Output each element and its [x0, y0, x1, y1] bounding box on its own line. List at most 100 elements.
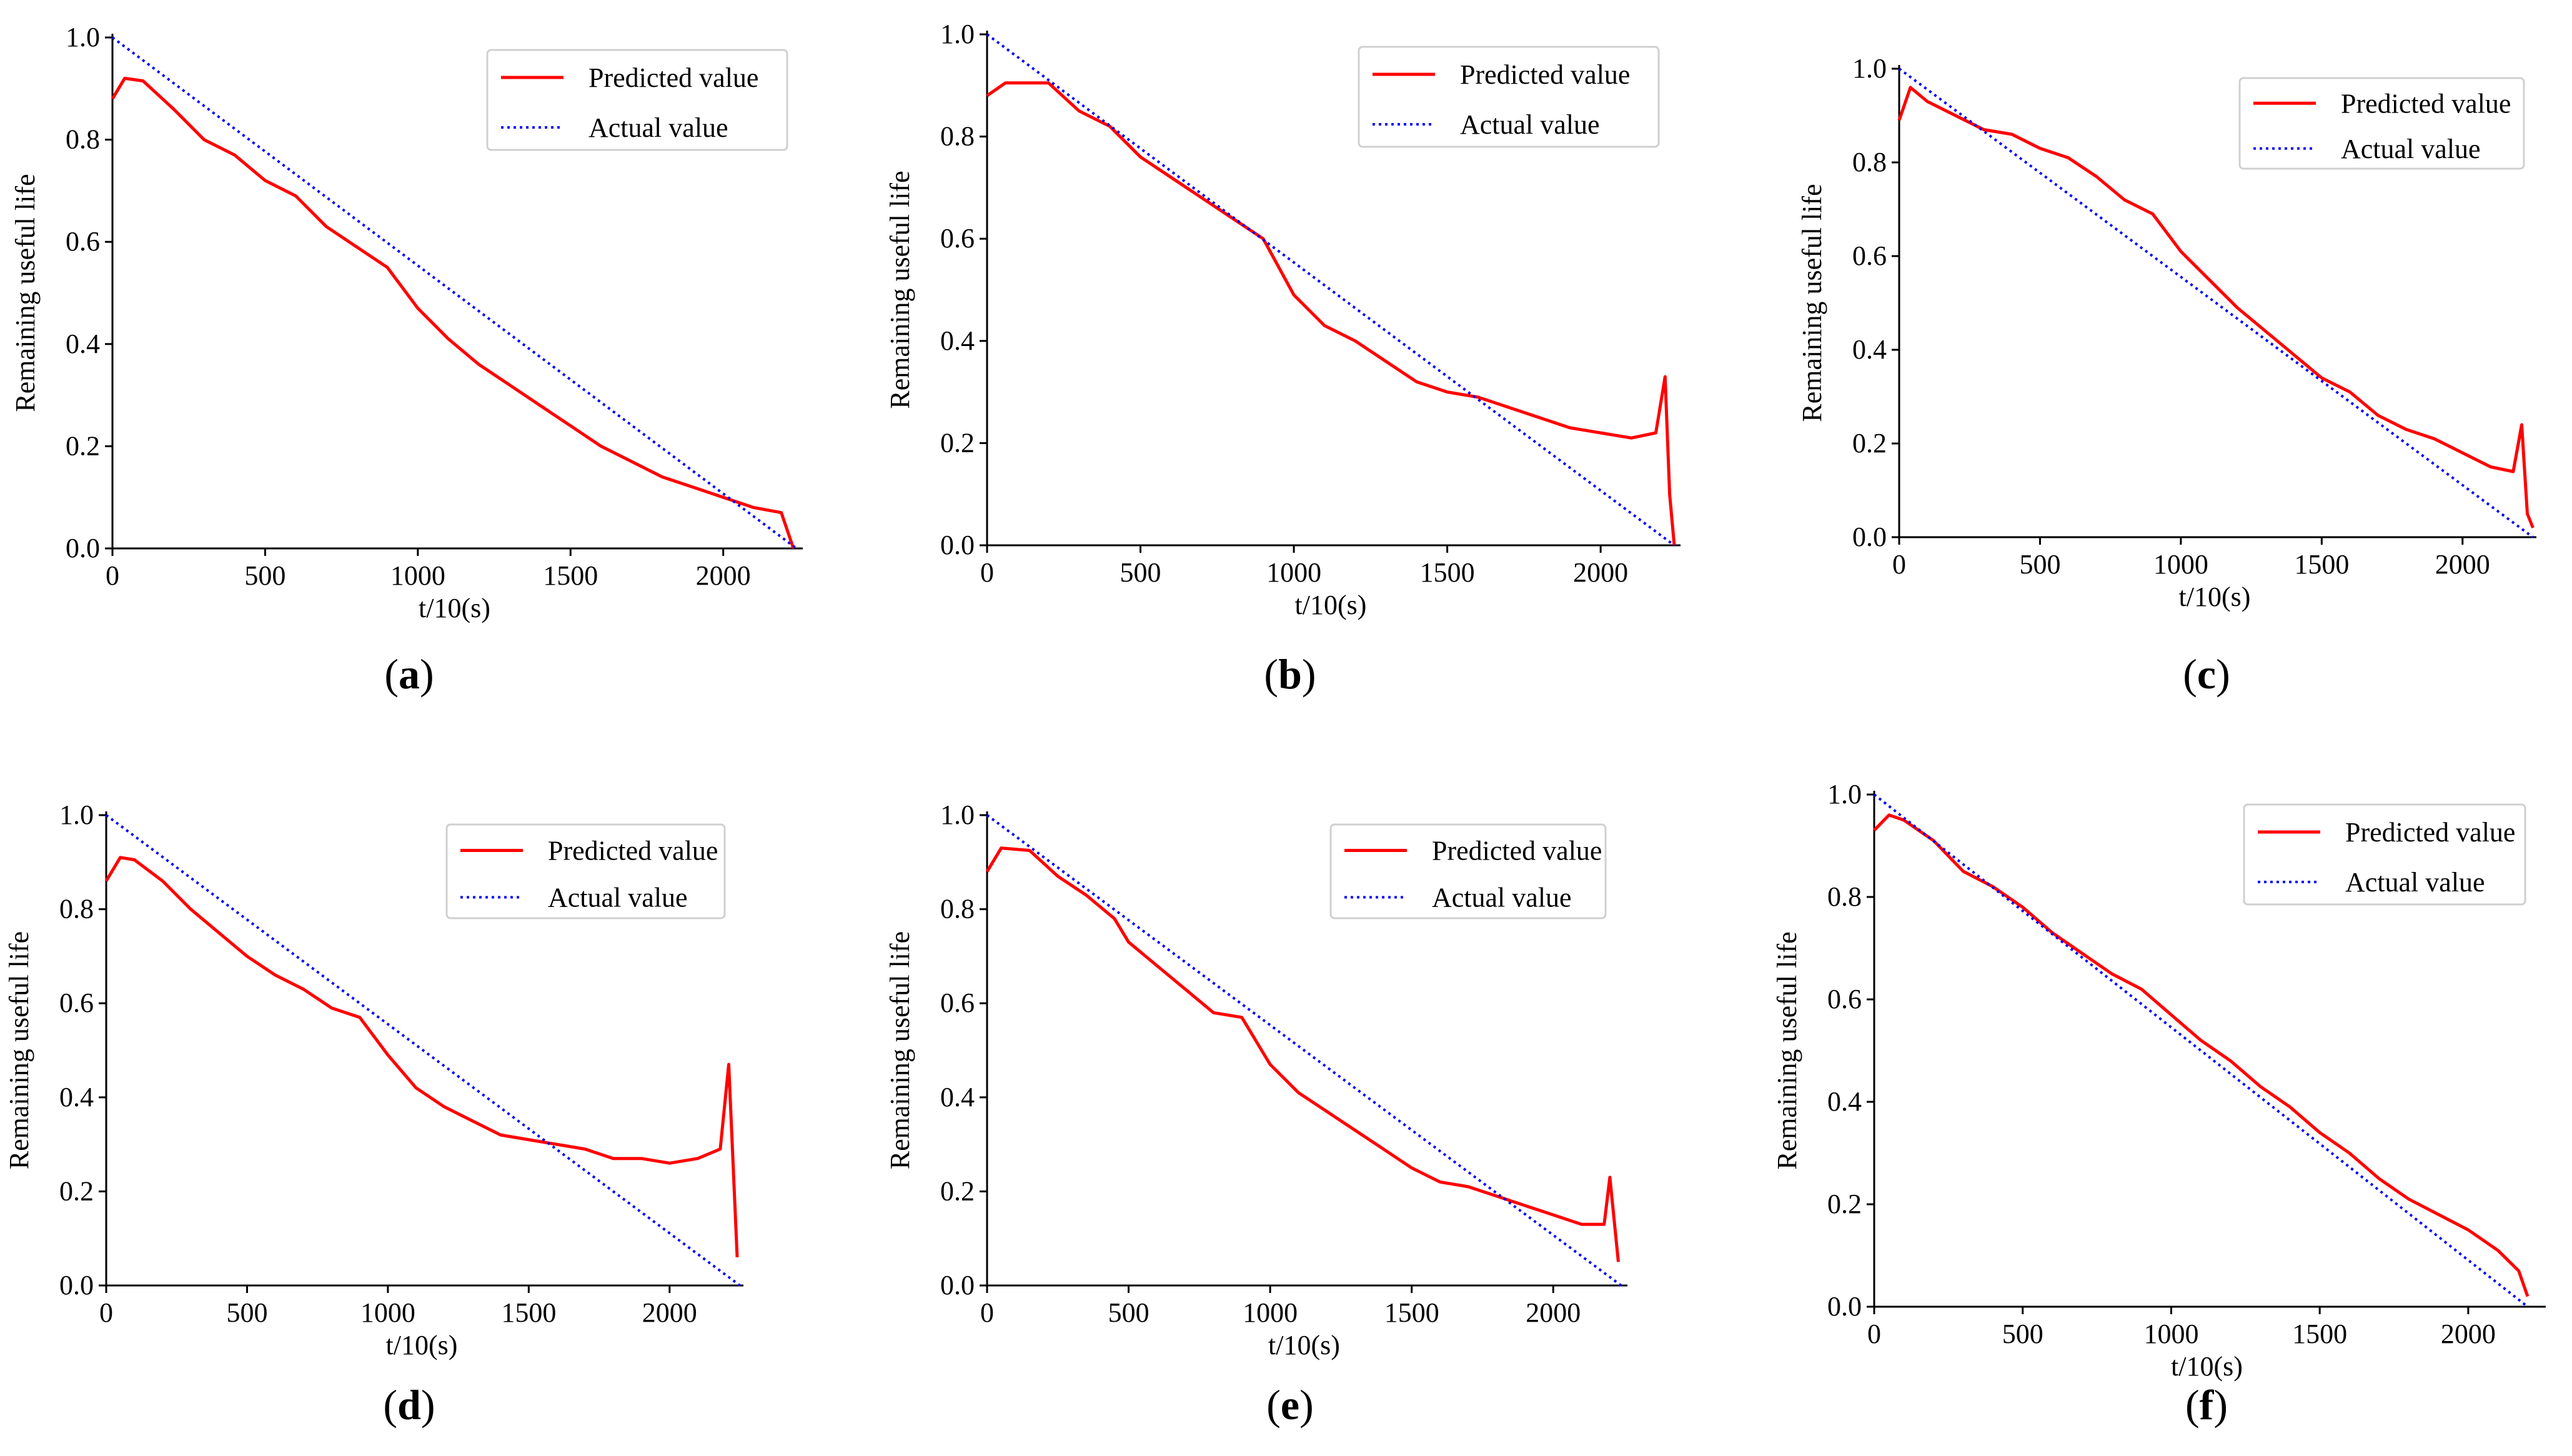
- legend: Predicted value Actual value: [486, 49, 788, 151]
- x-tick-label: 0: [1867, 1319, 1881, 1349]
- x-tick-label: 500: [1108, 1297, 1149, 1328]
- y-tick-label: 1.0: [66, 22, 100, 52]
- predicted-series-line: [1873, 813, 2530, 1297]
- x-axis-label: t/10(s): [2179, 582, 2251, 612]
- x-axis-label: t/10(s): [1268, 1330, 1340, 1360]
- x-tick-label: 2000: [2435, 549, 2490, 580]
- actual-series-line: [986, 33, 1676, 547]
- predicted-series-line: [111, 76, 795, 549]
- y-tick-label: 0.4: [940, 325, 975, 356]
- x-axis-label: t/10(s): [386, 1330, 458, 1360]
- x-tick-label: 500: [2002, 1319, 2043, 1349]
- y-tick-label: 0.4: [59, 1082, 94, 1112]
- actual-series-line: [1898, 67, 2534, 538]
- legend: Predicted value Actual value: [445, 823, 726, 919]
- legend-actual-label: Actual value: [1460, 109, 1600, 140]
- y-tick-label: 0.8: [59, 894, 94, 924]
- x-tick-label: 1000: [360, 1297, 415, 1328]
- chart-e: 0.0 0.2 0.4 0.6 0.8 1.0 0 500 1000 1500 2000 t/10(s…: [885, 800, 1627, 1360]
- y-tick-label: 0.8: [66, 124, 100, 155]
- x-tick-label: 1500: [2292, 1319, 2347, 1349]
- y-tick-label: 0.6: [940, 988, 975, 1018]
- legend-actual-label: Actual value: [2345, 867, 2485, 898]
- legend-actual-label: Actual value: [548, 883, 688, 913]
- y-tick-label: 0.0: [1852, 522, 1887, 552]
- chart-f: 0.0 0.2 0.4 0.6 0.8 1.0 0 500 1000 1500 2000 t/10(s…: [1772, 779, 2546, 1382]
- y-tick-label: 0.0: [66, 533, 100, 563]
- y-tick-label: 0.6: [66, 226, 100, 257]
- y-tick-label: 0.4: [1827, 1086, 1862, 1117]
- y-tick-label: 0.2: [66, 430, 100, 461]
- x-tick-label: 1500: [2294, 549, 2349, 580]
- x-tick-label: 1500: [1420, 557, 1475, 588]
- predicted-series-line: [986, 81, 1676, 546]
- chart-d: 0.0 0.2 0.4 0.6 0.8 1.0 0 500 1000 1500 2000 t/10(s…: [4, 800, 743, 1360]
- y-tick-label: 1.0: [1852, 53, 1887, 84]
- legend: Predicted value Actual value: [1329, 823, 1607, 919]
- x-tick-label: 1000: [1266, 557, 1321, 588]
- y-tick-label: 1.0: [1827, 779, 1862, 810]
- y-tick-label: 0.8: [940, 121, 975, 152]
- legend-predicted-label: Predicted value: [588, 62, 758, 93]
- chart-b: 0.0 0.2 0.4 0.6 0.8 1.0 0 500 1000 1500 2000 t/10(s…: [885, 19, 1681, 620]
- y-tick-label: 1.0: [940, 19, 975, 49]
- legend: Predicted value Actual value: [1358, 46, 1660, 148]
- legend-predicted-label: Predicted value: [2345, 817, 2515, 848]
- y-tick-label: 0.2: [59, 1176, 94, 1206]
- x-tick-label: 1500: [543, 560, 598, 591]
- panel-label-c: (c): [2183, 650, 2230, 698]
- y-tick-label: 0.4: [66, 329, 100, 359]
- y-axis-label: Remaining useful life: [4, 931, 34, 1169]
- x-tick-label: 2000: [1573, 557, 1628, 588]
- actual-series-line: [111, 36, 798, 550]
- predicted-series-line: [104, 856, 739, 1257]
- chart-c: 0.0 0.2 0.4 0.6 0.8 1.0 0 500 1000 1500 2000 t/10(s…: [1797, 53, 2536, 612]
- x-tick-label: 2000: [642, 1297, 697, 1328]
- legend: Predicted value Actual value: [2238, 77, 2525, 170]
- y-tick-label: 1.0: [59, 800, 94, 830]
- legend-box: [2238, 77, 2525, 170]
- x-tick-label: 1000: [1243, 1297, 1298, 1328]
- x-tick-label: 0: [1892, 549, 1906, 580]
- x-tick-label: 0: [980, 1297, 994, 1328]
- y-tick-label: 1.0: [940, 800, 975, 830]
- y-tick-label: 0.0: [940, 1270, 975, 1300]
- x-tick-label: 1000: [2143, 1319, 2198, 1349]
- y-axis-label: Remaining useful life: [1772, 931, 1802, 1169]
- panel-label-f: (f): [2185, 1381, 2228, 1429]
- y-tick-label: 0.8: [940, 894, 975, 924]
- x-tick-label: 500: [226, 1297, 267, 1328]
- x-axis-label: t/10(s): [419, 593, 490, 623]
- panel-label-a: (a): [384, 650, 434, 698]
- actual-series-line: [105, 814, 741, 1287]
- y-tick-label: 0.2: [940, 427, 975, 458]
- y-tick-label: 0.2: [1827, 1189, 1862, 1219]
- y-tick-label: 0.6: [940, 223, 975, 254]
- y-tick-label: 0.2: [1852, 428, 1887, 458]
- x-tick-label: 2000: [696, 560, 751, 591]
- x-tick-label: 2000: [2441, 1319, 2496, 1349]
- x-tick-label: 0: [980, 557, 994, 588]
- x-tick-label: 1000: [2153, 549, 2208, 580]
- x-axis-label: t/10(s): [2171, 1351, 2243, 1382]
- legend-predicted-label: Predicted value: [2341, 88, 2511, 119]
- y-axis-label: Remaining useful life: [885, 171, 915, 409]
- legend-predicted-label: Predicted value: [1460, 59, 1630, 90]
- x-tick-label: 2000: [1526, 1297, 1581, 1328]
- x-tick-label: 0: [106, 560, 119, 591]
- actual-series-line: [1873, 793, 2529, 1308]
- x-tick-label: 500: [2019, 549, 2060, 580]
- y-tick-label: 0.8: [1827, 881, 1862, 912]
- legend-box: [1358, 46, 1660, 148]
- y-tick-label: 0.2: [940, 1176, 975, 1206]
- y-axis-label: Remaining useful life: [1797, 184, 1827, 422]
- y-tick-label: 0.6: [1852, 240, 1887, 271]
- x-axis-label: t/10(s): [1295, 590, 1367, 620]
- panel-label-d: (d): [383, 1381, 435, 1429]
- legend-box: [1329, 823, 1607, 919]
- legend-box: [486, 49, 788, 151]
- x-tick-label: 1000: [390, 560, 445, 591]
- predicted-series-line: [1897, 86, 2535, 528]
- predicted-series-line: [985, 846, 1620, 1262]
